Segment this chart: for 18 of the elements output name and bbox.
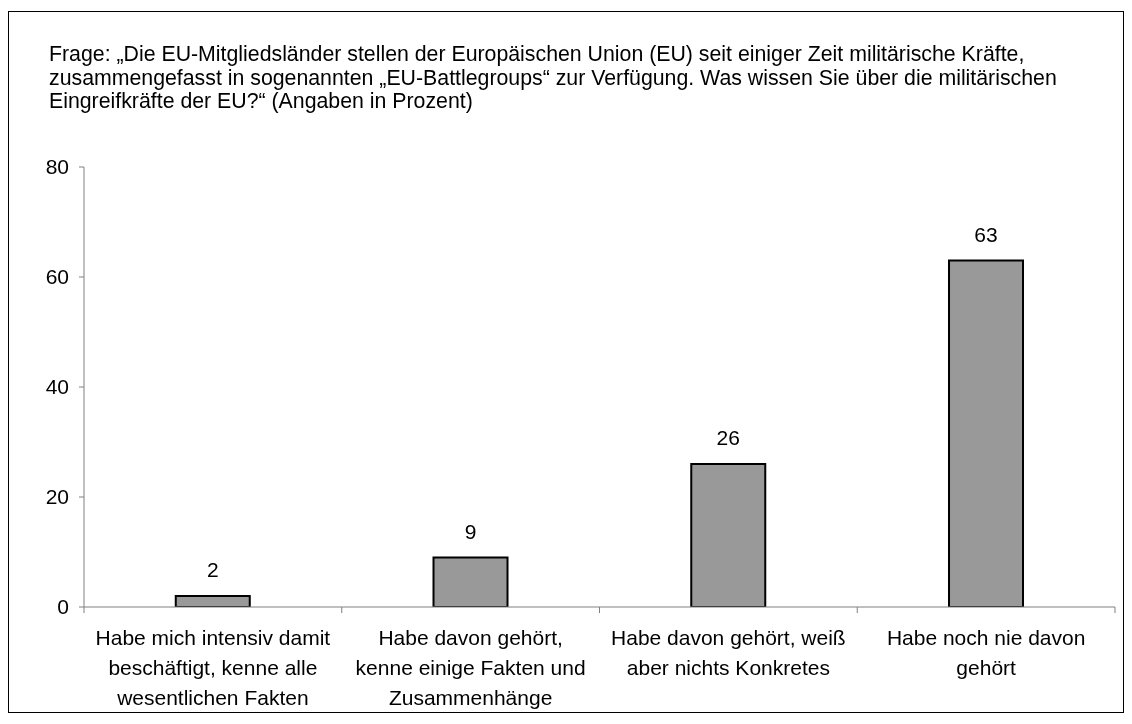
x-tick-label: Habe davon gehört, weiß aber nichts Konkretes (611, 625, 846, 679)
x-tick-label: Habe mich intensiv damit beschäftigt, kenne alle wesentlichen Fakten (95, 625, 331, 709)
data-label: 9 (464, 519, 477, 543)
y-tick-label: 80 (45, 155, 69, 179)
data-label: 2 (206, 558, 219, 581)
bar (948, 259, 1025, 607)
bar (432, 556, 509, 607)
data-label: 63 (974, 222, 998, 246)
chart-title: Frage: „Die EU-Mitgliedsländer stellen der Europäischen Union (EU) seit einiger Zeit militärische Kräfte, zusammengefasst in sogenannten „EU-Battlegroups“ zur Verfügung. Was wissen Sie über die militärischen Eingreifkräfte der EU?“ (Angaben in Prozent) (49, 42, 1058, 114)
bar (690, 463, 767, 607)
y-tick-label: 0 (57, 595, 69, 619)
y-tick-label: 60 (45, 265, 69, 289)
y-tick-label: 20 (45, 485, 69, 509)
x-tick-label: Habe noch nie davon gehört (886, 625, 1086, 679)
data-label: 26 (716, 426, 740, 449)
x-tick-label: Habe davon gehört, kenne einige Fakten und Zusammenhänge (355, 625, 586, 709)
y-tick-label: 40 (45, 375, 69, 399)
bar (174, 595, 251, 607)
